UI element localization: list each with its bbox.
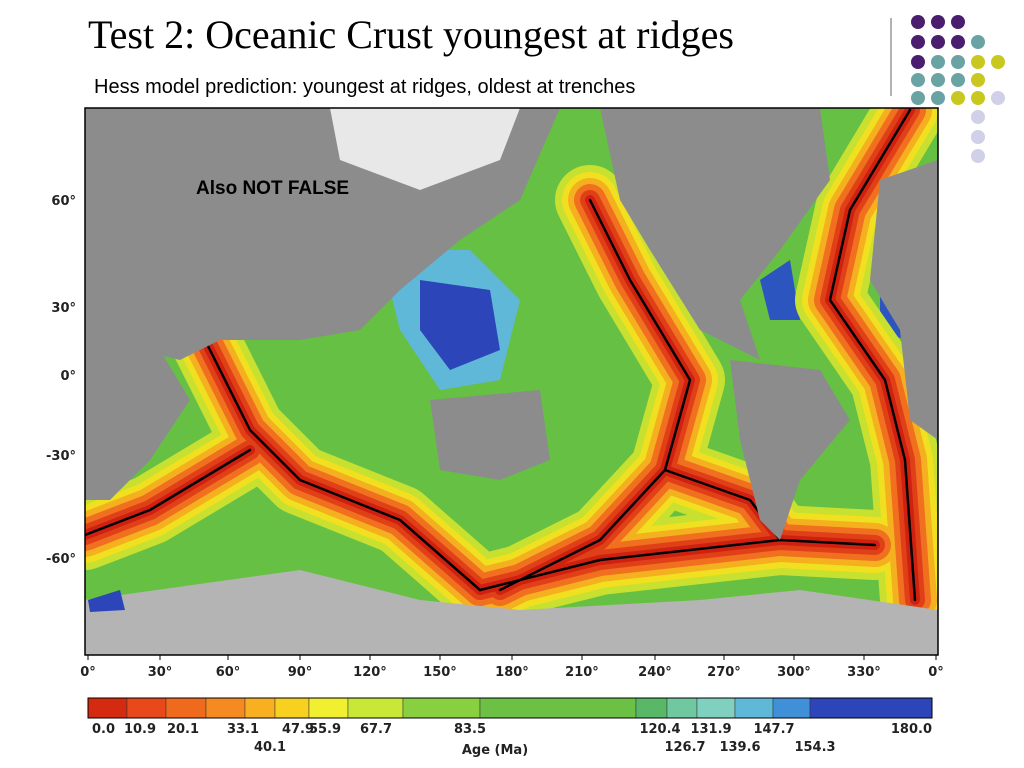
colorbar: Age (Ma) 0.0 10.9 20.1 33.1 47.955.9 67.7 83.5… xyxy=(87,697,933,758)
colorbar-label: 180.0 xyxy=(891,722,932,737)
ridge-band xyxy=(828,108,917,602)
dot xyxy=(911,73,925,87)
lon-label: 210° xyxy=(565,665,599,680)
colorbar-label: 47.9 xyxy=(282,722,314,737)
colorbar-label: 147.7 xyxy=(753,722,794,737)
ridge-band xyxy=(498,198,692,592)
lat-label: -60° xyxy=(46,552,76,567)
colorbar-segment xyxy=(205,697,246,719)
dot xyxy=(911,35,925,49)
colorbar-segment xyxy=(126,697,167,719)
dot xyxy=(971,35,985,49)
colorbar-label: 139.6 xyxy=(719,740,760,755)
colorbar-label: 0.0 xyxy=(92,722,115,737)
old-crust xyxy=(88,590,125,612)
dot xyxy=(951,55,965,69)
dot xyxy=(931,91,945,105)
land-australia xyxy=(430,390,550,480)
colorbar-segment xyxy=(87,697,128,719)
colorbar-label: 40.1 xyxy=(254,740,286,755)
dot xyxy=(971,130,985,144)
dot xyxy=(991,91,1005,105)
colorbar-segment xyxy=(347,697,404,719)
dot xyxy=(931,55,945,69)
dot xyxy=(951,91,965,105)
dot xyxy=(971,73,985,87)
lon-label: 0° xyxy=(80,665,96,680)
colorbar-label: 20.1 xyxy=(167,722,199,737)
decoration-dots xyxy=(911,15,1005,163)
colorbar-segment xyxy=(274,697,310,719)
land-africa-east xyxy=(870,160,938,440)
dot xyxy=(951,15,965,29)
colorbar-segment xyxy=(479,697,637,719)
dot xyxy=(971,55,985,69)
lon-label: 300° xyxy=(777,665,811,680)
land-north-america xyxy=(600,108,830,360)
lat-label: 0° xyxy=(60,369,76,384)
colorbar-segment xyxy=(809,697,933,719)
colorbar-title: Age (Ma) xyxy=(462,743,528,758)
colorbar-label: 67.7 xyxy=(360,722,392,737)
colorbar-label: 83.5 xyxy=(454,722,486,737)
lon-label: 30° xyxy=(148,665,173,680)
colorbar-label: 154.3 xyxy=(794,740,835,755)
lon-label: 150° xyxy=(423,665,457,680)
dot xyxy=(911,91,925,105)
lon-label: 180° xyxy=(495,665,529,680)
dot xyxy=(911,55,925,69)
old-crust xyxy=(760,260,800,320)
lon-label: 330° xyxy=(847,665,881,680)
dot xyxy=(931,73,945,87)
dot xyxy=(971,149,985,163)
ridge-band xyxy=(478,538,877,592)
colorbar-label: 10.9 xyxy=(124,722,156,737)
dot xyxy=(911,15,925,29)
slide-subtitle: Hess model prediction: youngest at ridge… xyxy=(94,76,635,98)
land-south-america xyxy=(730,360,850,540)
arctic-shelf xyxy=(330,108,520,190)
colorbar-label: 131.9 xyxy=(690,722,731,737)
colorbar-frame xyxy=(87,697,933,719)
lat-label: -30° xyxy=(46,449,76,464)
dot xyxy=(931,15,945,29)
land-antarctica xyxy=(85,570,938,655)
lon-label: 270° xyxy=(707,665,741,680)
colorbar-segment xyxy=(402,697,481,719)
dot xyxy=(971,91,985,105)
colorbar-segment xyxy=(308,697,349,719)
lon-label: 90° xyxy=(288,665,313,680)
colorbar-label: 126.7 xyxy=(664,740,705,755)
ridge-band xyxy=(203,338,482,592)
map-annotation: Also NOT FALSE xyxy=(196,178,349,199)
colorbar-label: 33.1 xyxy=(227,722,259,737)
colorbar-label: 120.4 xyxy=(639,722,680,737)
lon-label: 240° xyxy=(638,665,672,680)
slide-title: Test 2: Oceanic Crust youngest at ridges xyxy=(88,12,734,57)
colorbar-segment xyxy=(165,697,207,719)
colorbar-segment xyxy=(734,697,774,719)
dot xyxy=(991,55,1005,69)
colorbar-segment xyxy=(244,697,276,719)
lat-label: 60° xyxy=(51,194,76,209)
dot xyxy=(931,35,945,49)
ridge-band xyxy=(85,448,252,537)
oldest-crust xyxy=(420,280,500,370)
lon-label: 120° xyxy=(353,665,387,680)
colorbar-segment xyxy=(666,697,698,719)
lat-label: 30° xyxy=(51,301,76,316)
lon-label: 0° xyxy=(928,665,944,680)
colorbar-segment xyxy=(635,697,668,719)
map: Also NOT FALSE 60° 30° 0° -30° -60° 0° 30° 60°… xyxy=(46,107,944,680)
lon-label: 60° xyxy=(216,665,241,680)
dot xyxy=(951,35,965,49)
colorbar-label: 55.9 xyxy=(309,722,341,737)
dot xyxy=(971,110,985,124)
colorbar-segment xyxy=(696,697,736,719)
colorbar-segment xyxy=(772,697,811,719)
dot xyxy=(951,73,965,87)
land-africa xyxy=(85,340,190,500)
